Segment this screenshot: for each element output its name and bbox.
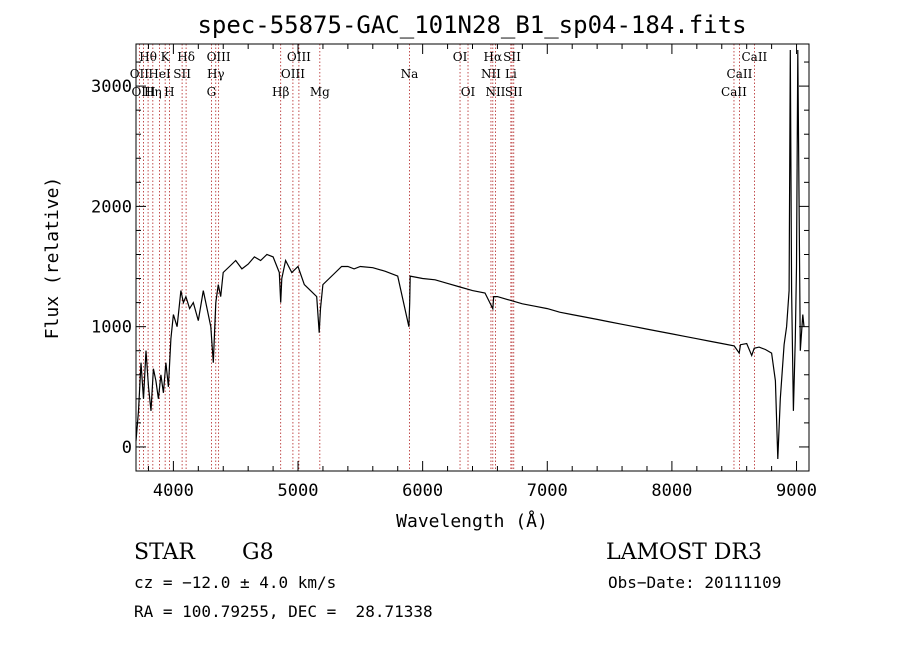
series-layer (135, 49, 805, 460)
marker-label: NII (485, 85, 505, 99)
x-tick-label: 5000 (278, 481, 319, 501)
marker-label: OIII (287, 50, 311, 64)
y-tick-label: 2000 (91, 197, 132, 217)
marker-label: Li (505, 67, 517, 81)
y-tick-label: 3000 (91, 77, 132, 97)
marker-label: SII (503, 50, 521, 64)
marker-label: Hγ (207, 67, 225, 81)
marker-label: CaII (727, 67, 753, 81)
marker-label: Hθ (139, 50, 157, 64)
marker-label: Hδ (177, 50, 195, 64)
marker-label: CaII (721, 85, 747, 99)
marker-label: H (164, 85, 174, 99)
marker-label: NII (481, 67, 501, 81)
marker-label: OII (130, 67, 150, 81)
emission-line-markers (138, 44, 755, 471)
subclass-label: G8 (242, 540, 274, 565)
marker-label: OI (453, 50, 468, 64)
marker-label: HeI (148, 67, 171, 81)
y-tick-label: 0 (122, 438, 132, 458)
marker-label: Hη (144, 85, 162, 99)
marker-label: Hα (484, 50, 503, 64)
spectrum-line (135, 49, 805, 460)
x-tick-label: 9000 (776, 481, 817, 501)
marker-label: OIII (281, 67, 305, 81)
marker-label: SII (505, 85, 523, 99)
marker-label: K (161, 50, 171, 64)
x-axis-label: Wavelength (Å) (396, 510, 548, 532)
redshift-text: cz = −12.0 ± 4.0 km/s (134, 573, 337, 592)
marker-label: Hβ (272, 85, 289, 99)
survey-label: LAMOST DR3 (606, 540, 762, 565)
marker-label: SII (173, 67, 191, 81)
class-label: STAR (134, 540, 195, 565)
plot-frame (135, 43, 810, 472)
y-tick-label: 1000 (91, 318, 132, 338)
spectrum-chart: spec-55875-GAC_101N28_B1_sp04-184.fits H… (42, 11, 817, 532)
marker-label: G (207, 85, 217, 99)
x-tick-label: 8000 (651, 481, 692, 501)
x-tick-label: 4000 (153, 481, 194, 501)
x-axis: 4000 5000 6000 7000 8000 9000 (147, 44, 817, 501)
y-axis: 0 1000 2000 3000 (91, 61, 809, 472)
marker-label: OI (461, 85, 476, 99)
chart-title: spec-55875-GAC_101N28_B1_sp04-184.fits (197, 11, 746, 39)
marker-label: CaII (741, 50, 767, 64)
y-axis-label: Flux (relative) (42, 177, 63, 340)
x-tick-label: 7000 (527, 481, 568, 501)
coordinates-text: RA = 100.79255, DEC = 28.71338 (134, 602, 433, 621)
marker-label: Mg (310, 85, 330, 99)
marker-label: Na (401, 67, 419, 81)
obs-date-text: Obs−Date: 20111109 (608, 573, 782, 592)
marker-label: OIII (131, 85, 155, 99)
x-tick-label: 6000 (402, 481, 443, 501)
marker-label: OIII (207, 50, 231, 64)
